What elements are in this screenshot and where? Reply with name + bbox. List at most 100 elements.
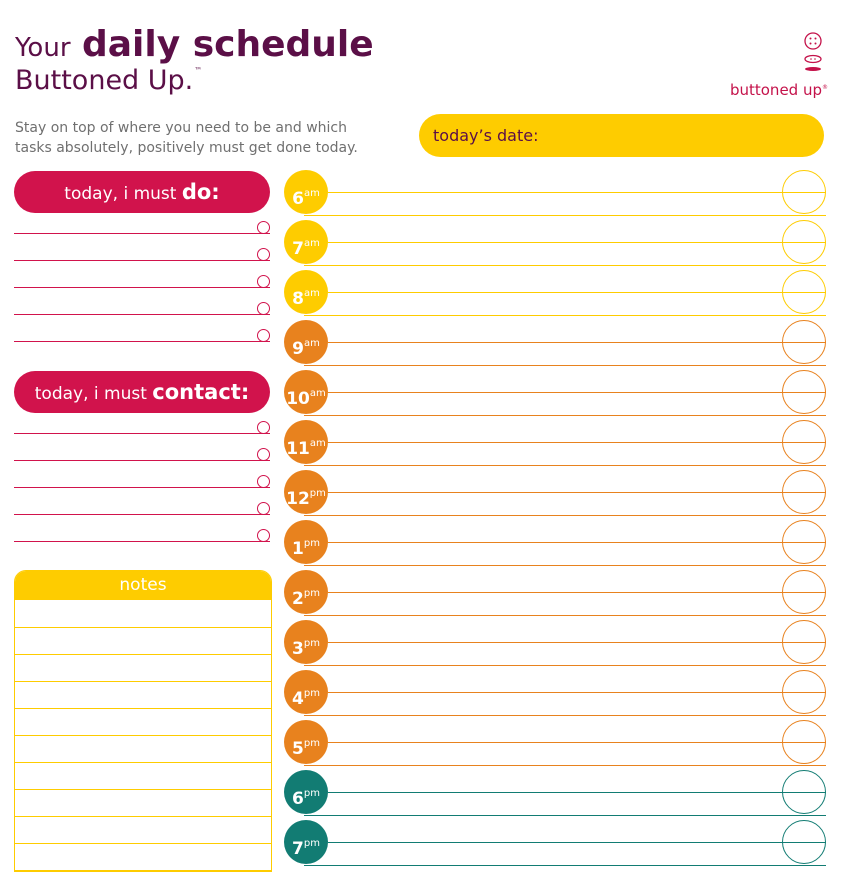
hour-badge: 9am — [284, 320, 328, 364]
hour-check-circle[interactable] — [782, 470, 826, 514]
hour-underline — [304, 515, 826, 516]
hour-slot[interactable]: 10am — [284, 370, 826, 416]
hour-underline — [304, 215, 826, 216]
hour-check-circle[interactable] — [782, 520, 826, 564]
hour-badge: 6pm — [284, 770, 328, 814]
hour-check-circle[interactable] — [782, 720, 826, 764]
notes-line — [15, 681, 271, 682]
hour-slot[interactable]: 9am — [284, 320, 826, 366]
title-your: Your — [15, 33, 71, 63]
hour-check-circle[interactable] — [782, 820, 826, 864]
hour-suffix: am — [303, 338, 320, 349]
contact-checkbox[interactable] — [257, 529, 270, 542]
todays-date-field[interactable]: today’s date: — [419, 114, 824, 157]
notes-line — [15, 654, 271, 655]
hour-slot[interactable]: 6am — [284, 170, 826, 216]
hour-slot[interactable]: 12pm — [284, 470, 826, 516]
hour-suffix: pm — [303, 738, 320, 749]
hour-underline — [304, 815, 826, 816]
hour-line — [328, 342, 826, 343]
hour-suffix: pm — [303, 838, 320, 849]
do-checkbox[interactable] — [257, 248, 270, 261]
hour-line — [328, 392, 826, 393]
notes-box[interactable]: notes — [14, 570, 272, 872]
hour-number: 8 — [292, 289, 304, 309]
hour-number: 1 — [292, 539, 304, 559]
do-label-bold: do: — [181, 180, 220, 204]
hour-check-circle[interactable] — [782, 370, 826, 414]
hour-slot[interactable]: 7pm — [284, 820, 826, 866]
contact-checkbox[interactable] — [257, 475, 270, 488]
hour-check-circle[interactable] — [782, 770, 826, 814]
do-checkbox[interactable] — [257, 302, 270, 315]
hour-slot[interactable]: 3pm — [284, 620, 826, 666]
do-row-line[interactable] — [14, 314, 270, 315]
brand-registered-mark: ® — [822, 84, 828, 91]
contact-label-bold: contact: — [152, 380, 250, 404]
hour-badge: 10am — [284, 370, 328, 414]
do-row-line[interactable] — [14, 233, 270, 234]
brand-name: buttoned up® — [730, 81, 828, 99]
hour-suffix: am — [309, 438, 326, 449]
hour-check-circle[interactable] — [782, 420, 826, 464]
hour-line — [328, 792, 826, 793]
hour-slot[interactable]: 11am — [284, 420, 826, 466]
trademark-mark: ™ — [194, 66, 203, 75]
do-row-line[interactable] — [14, 341, 270, 342]
hour-badge: 7am — [284, 220, 328, 264]
hour-badge: 12pm — [284, 470, 328, 514]
hour-check-circle[interactable] — [782, 170, 826, 214]
contact-label-plain: today, i must — [34, 384, 153, 404]
hour-line — [328, 842, 826, 843]
hour-slot[interactable]: 1pm — [284, 520, 826, 566]
hour-line — [328, 642, 826, 643]
hour-check-circle[interactable] — [782, 670, 826, 714]
contact-checkbox[interactable] — [257, 421, 270, 434]
notes-line — [15, 708, 271, 709]
hour-badge: 1pm — [284, 520, 328, 564]
hour-number: 10 — [286, 389, 310, 409]
buttons-icon — [804, 32, 822, 71]
hour-line — [328, 692, 826, 693]
do-row-line[interactable] — [14, 260, 270, 261]
contact-row-line[interactable] — [14, 541, 270, 542]
do-checkbox[interactable] — [257, 275, 270, 288]
do-row-line[interactable] — [14, 287, 270, 288]
contact-row-line[interactable] — [14, 460, 270, 461]
hour-suffix: pm — [303, 638, 320, 649]
contact-checkbox[interactable] — [257, 502, 270, 515]
hour-badge: 5pm — [284, 720, 328, 764]
hour-slot[interactable]: 7am — [284, 220, 826, 266]
hour-line — [328, 592, 826, 593]
do-label-plain: today, i must — [64, 184, 182, 204]
hour-badge: 11am — [284, 420, 328, 464]
hour-check-circle[interactable] — [782, 320, 826, 364]
do-checkbox[interactable] — [257, 221, 270, 234]
hour-number: 9 — [292, 339, 304, 359]
hour-line — [328, 442, 826, 443]
title-buttoned-up: Buttoned Up. — [15, 65, 194, 96]
hour-underline — [304, 615, 826, 616]
hour-slot[interactable]: 2pm — [284, 570, 826, 616]
contact-row-line[interactable] — [14, 487, 270, 488]
hour-number: 7 — [292, 239, 304, 259]
page-title: Your daily schedule Buttoned Up.™ — [15, 27, 374, 96]
hour-line — [328, 742, 826, 743]
hour-suffix: am — [303, 238, 320, 249]
hour-check-circle[interactable] — [782, 570, 826, 614]
contact-checkbox[interactable] — [257, 448, 270, 461]
hour-slot[interactable]: 6pm — [284, 770, 826, 816]
hour-check-circle[interactable] — [782, 270, 826, 314]
contact-row-line[interactable] — [14, 433, 270, 434]
do-checkbox[interactable] — [257, 329, 270, 342]
hour-number: 12 — [286, 489, 310, 509]
hour-slot[interactable]: 4pm — [284, 670, 826, 716]
notes-line — [15, 735, 271, 736]
hour-underline — [304, 265, 826, 266]
contact-row-line[interactable] — [14, 514, 270, 515]
notes-line — [15, 843, 271, 844]
hour-slot[interactable]: 5pm — [284, 720, 826, 766]
hour-check-circle[interactable] — [782, 620, 826, 664]
hour-slot[interactable]: 8am — [284, 270, 826, 316]
hour-check-circle[interactable] — [782, 220, 826, 264]
